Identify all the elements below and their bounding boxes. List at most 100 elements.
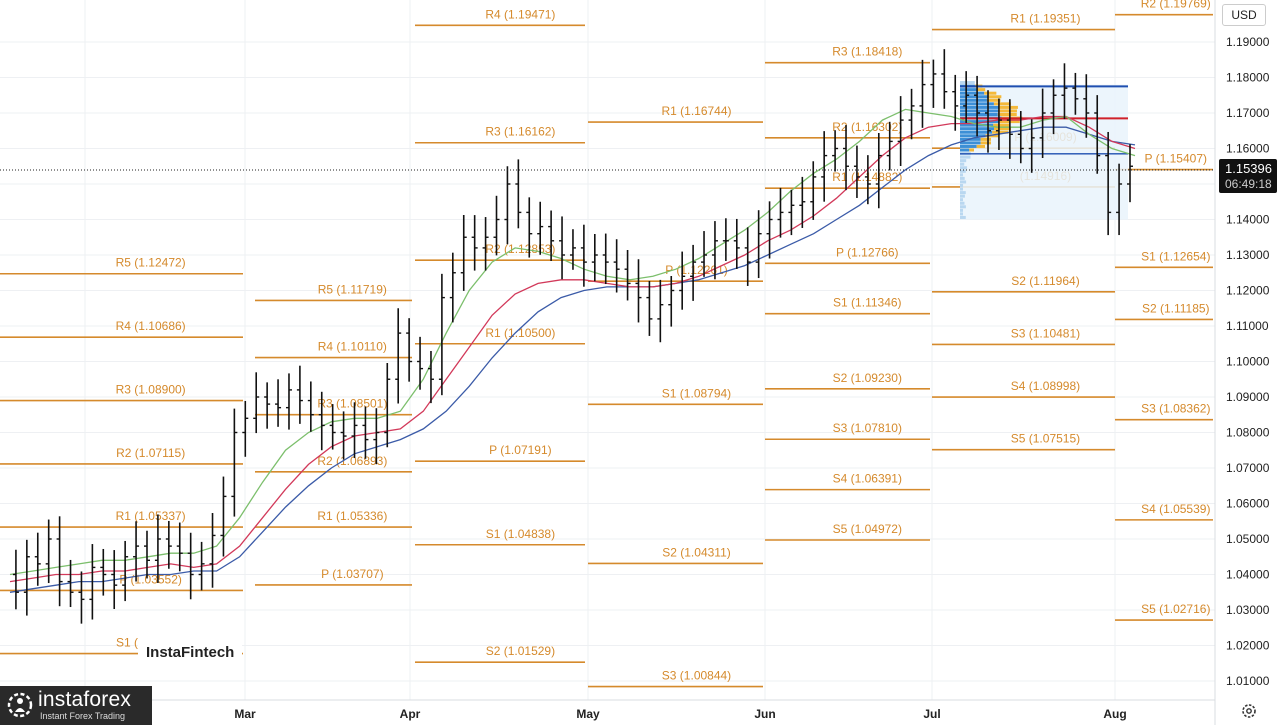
pivot-label-s1: S1 (1.04838)	[486, 527, 555, 541]
volume-profile-bin	[960, 187, 963, 191]
price-axis[interactable]: 1.190001.180001.170001.160001.150001.140…	[1214, 0, 1280, 725]
pivot-label-r2: R2 (1.19769)	[1141, 0, 1211, 11]
pivot-label-r1: R1 (1.05337)	[116, 509, 186, 523]
price-tick-label: 1.01000	[1226, 674, 1270, 688]
volume-profile-bin	[960, 81, 975, 85]
price-tick-label: 1.13000	[1226, 248, 1270, 262]
currency-selector[interactable]: USD	[1222, 4, 1266, 26]
volume-profile-bin	[960, 144, 977, 148]
volume-profile-bin	[960, 130, 993, 134]
price-tick-label: 1.12000	[1226, 284, 1270, 298]
pivot-label-s3: S3 (1.10481)	[1011, 326, 1080, 340]
last-price-value: 1.15396	[1225, 161, 1272, 176]
volume-profile-bin-sell	[976, 88, 986, 92]
volume-profile-bin-sell	[980, 137, 991, 141]
month-tick-label: Aug	[1103, 707, 1126, 721]
price-tick-label: 1.09000	[1226, 390, 1270, 404]
pivot-label-r3: R3 (1.08900)	[116, 383, 186, 397]
month-tick-label: Mar	[234, 707, 256, 721]
volume-profile-bin	[960, 173, 963, 177]
ma-mid-line	[9, 115, 1136, 583]
pivot-label-s3: S3 (1.07810)	[833, 421, 902, 435]
price-tick-label: 1.16000	[1226, 142, 1270, 156]
pivot-label-s5: S5 (1.04972)	[833, 522, 902, 536]
logo-tagline: Instant Forex Trading	[40, 711, 126, 721]
volume-profile-bin	[960, 91, 985, 95]
pivot-label-r1: R1 (1.05336)	[317, 509, 387, 523]
pivot-label-s2: S2 (1.01529)	[486, 644, 555, 658]
pivot-label-r2: R2 (1.06893)	[317, 454, 387, 468]
volume-profile-bin	[960, 215, 966, 219]
price-axis-background	[1215, 0, 1280, 725]
chart-grid	[0, 0, 1215, 700]
volume-profile-bin-sell	[987, 95, 1002, 99]
pivot-label-s2: S2 (1.09230)	[833, 371, 902, 385]
volume-profile-bin-sell	[969, 148, 975, 152]
pivot-label-s3: S3 (1.00844)	[662, 669, 731, 683]
pivot-label-s3: S3 (1.08362)	[1141, 402, 1210, 416]
pivot-label-s1: S1 (1.12654)	[1141, 249, 1210, 263]
volume-profile-bin-sell	[993, 123, 1010, 127]
instafintech-watermark: InstaFintech	[138, 638, 242, 674]
pivot-label-s5: S5 (1.07515)	[1011, 432, 1080, 446]
price-tick-label: 1.07000	[1226, 461, 1270, 475]
volume-profile-bin	[960, 120, 1000, 124]
price-tick-label: 1.17000	[1226, 106, 1270, 120]
ma-slow-line	[9, 126, 1136, 593]
volume-profile-bin	[960, 208, 963, 212]
last-price-badge: 1.15396 06:49:18	[1219, 159, 1277, 193]
price-tick-label: 1.06000	[1226, 497, 1270, 511]
price-tick-label: 1.18000	[1226, 71, 1270, 85]
volume-profile-bin	[960, 166, 968, 170]
price-tick-label: 1.10000	[1226, 355, 1270, 369]
volume-profile-bin-sell	[992, 130, 1009, 134]
pivot-label-r4: R4 (1.10110)	[318, 340, 387, 354]
month-tick-label: Jul	[923, 707, 940, 721]
pivot-label-p: P (1.12766)	[836, 245, 899, 259]
pivot-label-p: P (1.15407)	[1145, 152, 1208, 166]
volume-profile-bin	[960, 134, 986, 138]
volume-profile-bin	[960, 176, 965, 180]
pivot-label-p: P (1.07191)	[489, 443, 552, 457]
pivot-label-r1: R1 (1.10500)	[485, 326, 555, 340]
volume-profile-bin	[960, 205, 966, 209]
volume-profile-bin	[960, 212, 963, 216]
pivot-label-r3: R3 (1.16162)	[485, 125, 555, 139]
volume-profile-bin	[960, 162, 965, 166]
time-axis[interactable]: Mar Apr May Jun Jul Aug	[0, 699, 1215, 721]
volume-profile-bin	[960, 148, 970, 152]
pivot-label-s4: S4 (1.08998)	[1011, 379, 1080, 393]
pivot-label-r2: R2 (1.16302)	[832, 120, 902, 134]
volume-profile-bin-sell	[997, 113, 1017, 116]
volume-profile-bin	[960, 198, 963, 202]
volume-profile-bin-sell	[980, 141, 991, 145]
month-tick-label: Apr	[400, 707, 421, 721]
price-tick-label: 1.04000	[1226, 568, 1270, 582]
volume-profile	[960, 81, 1128, 220]
volume-profile-bin	[960, 180, 967, 184]
bar-countdown: 06:49:18	[1225, 177, 1272, 191]
month-tick-label: May	[576, 707, 600, 721]
volume-profile-bin	[960, 155, 971, 159]
pivot-label-r5: R5 (1.11719)	[318, 282, 387, 296]
pivot-label-s4: S4 (1.05539)	[1141, 502, 1210, 516]
pivot-label-s1: S1 (1.11346)	[833, 296, 902, 310]
settings-gear-icon[interactable]	[1240, 702, 1258, 720]
pivot-label-r5: R5 (1.12472)	[116, 256, 186, 270]
pivot-label-p: P (1.03707)	[321, 567, 384, 581]
pivot-label-s2: S2 (1.11964)	[1011, 274, 1080, 288]
volume-profile-bin	[960, 194, 965, 198]
volume-profile-bin-sell	[984, 91, 997, 95]
pivot-label-r1: R1 (1.16744)	[661, 104, 731, 118]
price-tick-label: 1.14000	[1226, 213, 1270, 227]
price-tick-label: 1.02000	[1226, 639, 1270, 653]
volume-profile-bin	[960, 88, 977, 92]
month-tick-label: Jun	[754, 707, 775, 721]
price-tick-label: 1.11000	[1226, 319, 1269, 333]
gear-people-logo-icon	[7, 692, 33, 718]
volume-profile-bin-sell	[998, 105, 1018, 109]
volume-profile-bin-sell	[993, 127, 1011, 131]
pivot-label-r4: R4 (1.10686)	[116, 319, 186, 333]
volume-profile-bin	[960, 201, 965, 205]
